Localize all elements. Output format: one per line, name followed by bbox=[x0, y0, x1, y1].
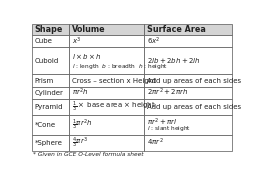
Bar bbox=[144, 47, 232, 74]
Text: Cylinder: Cylinder bbox=[35, 90, 63, 96]
Text: Add up areas of each sides: Add up areas of each sides bbox=[147, 78, 241, 83]
Text: $2\pi r^2 + 2\pi rh$: $2\pi r^2 + 2\pi rh$ bbox=[147, 87, 188, 98]
Text: $l \times b \times h$: $l \times b \times h$ bbox=[72, 52, 101, 61]
Bar bbox=[144, 35, 232, 47]
Bar bbox=[144, 24, 232, 35]
Text: Cuboid: Cuboid bbox=[35, 58, 59, 64]
Text: Volume: Volume bbox=[72, 25, 105, 34]
Bar bbox=[69, 87, 144, 99]
Bar bbox=[32, 99, 69, 115]
Text: $\pi r^2 h$: $\pi r^2 h$ bbox=[72, 87, 88, 98]
Text: $\frac{1}{3} \times$ base area $\times$ height: $\frac{1}{3} \times$ base area $\times$ … bbox=[72, 100, 156, 114]
Bar bbox=[144, 135, 232, 151]
Bar bbox=[32, 87, 69, 99]
Text: $2lb + 2bh + 2lh$: $2lb + 2bh + 2lh$ bbox=[147, 56, 200, 65]
Text: Cross – section x Height: Cross – section x Height bbox=[72, 78, 156, 83]
Bar bbox=[32, 74, 69, 87]
Text: Surface Area: Surface Area bbox=[147, 25, 205, 34]
Text: $l$ : slant height: $l$ : slant height bbox=[147, 124, 191, 133]
Bar bbox=[69, 74, 144, 87]
Text: Shape: Shape bbox=[35, 25, 63, 34]
Text: *Sphere: *Sphere bbox=[35, 140, 62, 146]
Bar bbox=[32, 115, 69, 135]
Text: Add up areas of each sides: Add up areas of each sides bbox=[147, 104, 241, 110]
Text: Prism: Prism bbox=[35, 78, 54, 83]
Text: Cube: Cube bbox=[35, 38, 53, 44]
Bar bbox=[32, 135, 69, 151]
Bar bbox=[69, 24, 144, 35]
Bar bbox=[69, 47, 144, 74]
Bar bbox=[144, 87, 232, 99]
Text: $x^3$: $x^3$ bbox=[72, 35, 81, 47]
Text: $\pi r^2 + \pi rl$: $\pi r^2 + \pi rl$ bbox=[147, 116, 177, 128]
Text: * Given in GCE O-Level formula sheet: * Given in GCE O-Level formula sheet bbox=[33, 152, 144, 158]
Text: *Cone: *Cone bbox=[35, 122, 56, 128]
Bar bbox=[69, 135, 144, 151]
Bar bbox=[32, 47, 69, 74]
Text: $\frac{4}{3}\pi r^3$: $\frac{4}{3}\pi r^3$ bbox=[72, 136, 88, 150]
Bar bbox=[144, 99, 232, 115]
Bar bbox=[144, 74, 232, 87]
Bar bbox=[144, 115, 232, 135]
Bar bbox=[32, 24, 69, 35]
Bar bbox=[69, 35, 144, 47]
Text: $\frac{1}{3}\pi r^2 h$: $\frac{1}{3}\pi r^2 h$ bbox=[72, 118, 92, 132]
Bar bbox=[69, 115, 144, 135]
Text: $4\pi r^2$: $4\pi r^2$ bbox=[147, 137, 163, 148]
Bar bbox=[69, 99, 144, 115]
Text: Pyramid: Pyramid bbox=[35, 104, 63, 110]
Text: $6x^2$: $6x^2$ bbox=[147, 35, 160, 47]
Bar bbox=[32, 35, 69, 47]
Text: $l$ : length  $b$ : breadth  $h$ : height: $l$ : length $b$ : breadth $h$ : height bbox=[72, 62, 168, 71]
